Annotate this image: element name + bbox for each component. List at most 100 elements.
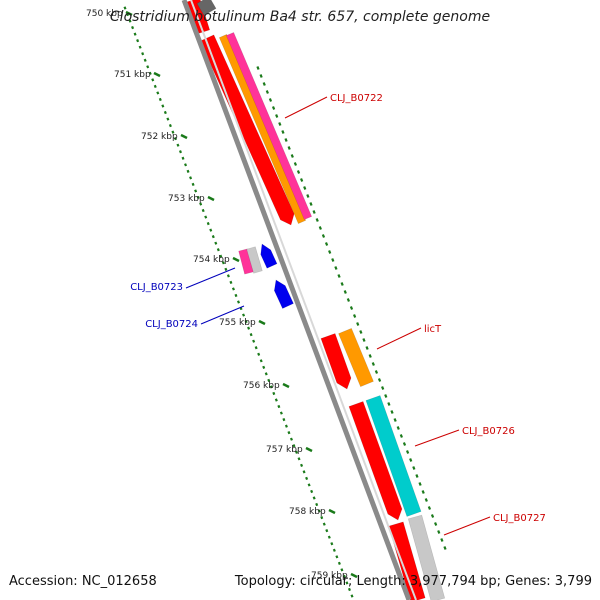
inner-tick [335, 555, 339, 559]
outer-tick [437, 530, 441, 534]
outer-tick [290, 154, 294, 158]
outer-tick [362, 338, 366, 342]
genome-summary-text: Topology: circular; Length: 3,977,794 bp… [234, 574, 592, 589]
inner-tick [171, 130, 175, 134]
tick-label: 752 kbp [141, 132, 178, 142]
inner-tick [143, 58, 147, 62]
inner-tick [342, 574, 346, 579]
outer-tick [349, 306, 354, 310]
inner-tick [305, 476, 309, 481]
gene-label: CLJ_B0722 [330, 93, 383, 104]
major-tick [180, 133, 188, 140]
gene-label-leader [185, 267, 236, 289]
inner-tick [231, 287, 235, 291]
gene-pink [225, 32, 313, 220]
inner-tick [267, 378, 271, 383]
inner-tick [136, 39, 140, 43]
outer-tick [427, 506, 432, 510]
outer-tick [324, 242, 329, 246]
inner-tick [206, 221, 210, 226]
inner-tick [153, 84, 157, 89]
gene-cyan [365, 395, 422, 517]
inner-tick [173, 137, 177, 141]
inner-tick [320, 515, 324, 520]
outer-tick [293, 162, 298, 166]
inner-tick [161, 104, 165, 108]
outer-tick [331, 258, 335, 262]
inner-tick [219, 254, 223, 258]
inner-tick [123, 6, 127, 10]
major-tick [258, 319, 266, 326]
outer-tick [377, 378, 382, 382]
outer-tick [328, 250, 332, 254]
gene-orange [338, 327, 374, 388]
outer-tick [421, 490, 425, 494]
inner-tick [345, 581, 349, 585]
outer-tick [418, 482, 422, 486]
inner-tick [249, 333, 253, 337]
inner-tick [189, 176, 193, 180]
inner-tick [209, 228, 213, 232]
outer-tick [412, 466, 416, 470]
inner-tick [264, 372, 268, 376]
tick-ring: 750 kbp 751 kbp 752 kbp 753 kbp 754 kbp 755 k… [86, 6, 447, 598]
outer-tick [300, 178, 304, 182]
gene-blue [260, 243, 278, 269]
inner-tick [310, 489, 314, 494]
inner-tick [289, 437, 293, 441]
inner-tick [332, 548, 336, 552]
outer-tick [440, 538, 444, 542]
inner-tick [292, 444, 296, 448]
inner-tick [252, 339, 256, 343]
inner-tick [247, 326, 251, 330]
outer-tick [353, 314, 357, 318]
inner-tick [254, 346, 258, 350]
inner-tick [158, 97, 162, 102]
major-tick [282, 382, 290, 389]
inner-tick [168, 123, 172, 128]
inner-tick [199, 202, 203, 206]
outer-tick [430, 514, 435, 518]
gene-label-leader [376, 327, 422, 350]
outer-tick [384, 394, 388, 398]
inner-tick [244, 319, 248, 324]
inner-tick [156, 91, 160, 95]
inner-tick [330, 542, 334, 546]
outer-tick [315, 218, 319, 222]
backbone-shadow [190, 0, 417, 600]
inner-tick [226, 274, 230, 278]
inner-tick [269, 385, 273, 389]
gene-label: CLJ_B0723 [130, 282, 183, 293]
outer-tick [393, 418, 397, 422]
gene-label-leader [284, 96, 328, 119]
major-tick [125, 10, 133, 17]
gene-label: CLJ_B0727 [493, 513, 546, 524]
major-tick [153, 71, 161, 78]
inner-tick [340, 568, 344, 572]
outer-tick [337, 274, 341, 278]
backbone [181, 0, 417, 600]
outer-tick [359, 330, 363, 334]
inner-tick [148, 71, 152, 75]
inner-tick [131, 25, 135, 30]
outer-tick [303, 186, 307, 190]
inner-tick [282, 417, 286, 422]
outer-tick [443, 546, 447, 550]
inner-tick [262, 365, 266, 369]
gene-label-leader [414, 429, 460, 447]
outer-tick [346, 298, 350, 302]
inner-tick [133, 32, 137, 36]
outer-tick [415, 474, 419, 478]
inner-tick [181, 156, 185, 160]
inner-tick [259, 359, 263, 363]
tick-label: 758 kbp [289, 507, 326, 517]
major-tick [232, 256, 240, 263]
outer-tick [278, 122, 282, 126]
inner-tick [184, 163, 188, 167]
outer-tick [387, 402, 391, 406]
outer-tick [343, 290, 347, 294]
inner-tick [312, 496, 316, 500]
outer-tick [281, 130, 285, 134]
gene-gray [246, 246, 263, 274]
gene-label: CLJ_B0726 [462, 426, 515, 437]
